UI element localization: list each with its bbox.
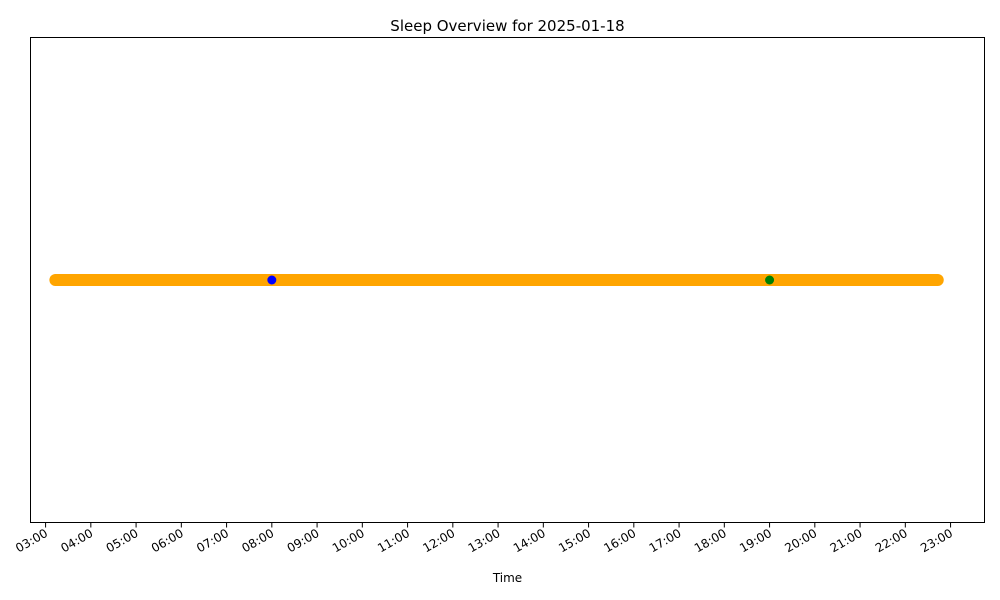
x-tick-label: 16:00: [601, 526, 638, 555]
x-tick-label: 22:00: [873, 526, 910, 555]
x-tick-label: 08:00: [239, 526, 276, 555]
x-tick-label: 09:00: [285, 526, 322, 555]
x-tick-label: 12:00: [420, 526, 457, 555]
x-tick-label: 13:00: [466, 526, 503, 555]
x-tick-label: 19:00: [737, 526, 774, 555]
x-tick-label: 05:00: [104, 526, 141, 555]
x-axis: 03:00 04:00 05:00 06:00 07:00 08:00 09:00 10:00…: [13, 522, 955, 555]
x-tick-label: 21:00: [828, 526, 865, 555]
x-tick-label: 18:00: [692, 526, 729, 555]
x-tick-label: 17:00: [647, 526, 684, 555]
x-tick-label: 04:00: [58, 526, 95, 555]
x-tick-label: 14:00: [511, 526, 548, 555]
x-tick-label: 07:00: [194, 526, 231, 555]
x-tick-label: 23:00: [918, 526, 955, 555]
x-tick-label: 15:00: [556, 526, 593, 555]
x-tick-label: 20:00: [782, 526, 819, 555]
chart-title: Sleep Overview for 2025-01-18: [390, 17, 624, 35]
x-tick-label: 06:00: [149, 526, 186, 555]
x-tick-label: 03:00: [13, 526, 50, 555]
series-1-point: [267, 275, 277, 285]
series-2-point: [765, 275, 775, 285]
x-tick-label: 10:00: [330, 526, 367, 555]
plot-area: [30, 37, 985, 523]
x-tick-label: 11:00: [375, 526, 412, 555]
data-marks: [49, 274, 944, 286]
x-axis-label: Time: [492, 571, 522, 585]
